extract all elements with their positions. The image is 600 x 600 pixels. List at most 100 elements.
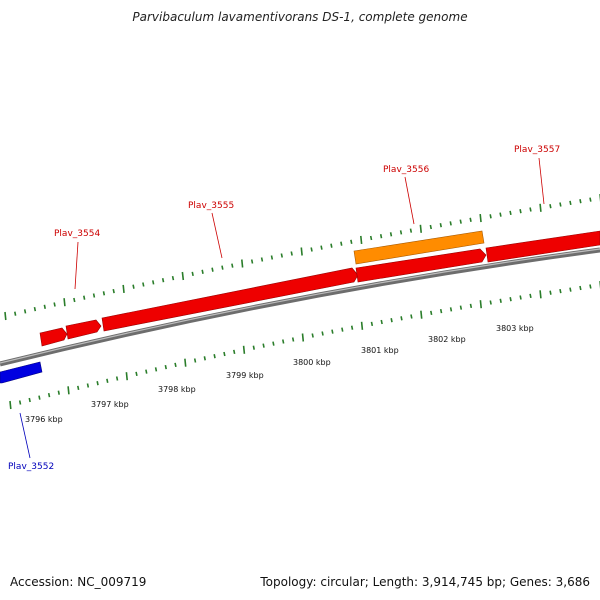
gene-plav-3556[interactable] [353, 230, 485, 265]
gene-labels: Plav_3552 Plav_3554 Plav_3555 Plav_3556 … [8, 145, 560, 472]
inner-tick-ring [9, 281, 600, 410]
accession-text: Accession: NC_009719 [10, 575, 147, 589]
gene-unlabeled-2[interactable] [355, 248, 487, 283]
major-tick [67, 386, 70, 395]
minor-tick [489, 300, 492, 305]
minor-tick [38, 395, 41, 400]
gene-label-plav-3555: Plav_3555 [188, 201, 234, 211]
major-tick [360, 235, 363, 244]
minor-tick [370, 321, 374, 327]
minor-tick [250, 259, 254, 264]
minor-tick [489, 214, 492, 219]
minor-tick [439, 223, 442, 228]
minor-tick [291, 337, 295, 342]
minor-tick [262, 343, 265, 348]
minor-tick [164, 364, 167, 370]
major-tick [122, 284, 125, 293]
gene-label-plav-3556: Plav_3556 [383, 165, 429, 175]
gene-plav-3554[interactable] [65, 319, 102, 340]
minor-tick [399, 230, 403, 235]
major-tick [420, 310, 423, 319]
minor-tick [86, 383, 90, 388]
minor-tick [161, 278, 165, 283]
minor-tick [270, 255, 274, 260]
minor-tick [142, 282, 145, 287]
minor-tick [92, 293, 96, 298]
minor-tick [499, 212, 502, 217]
genome-title: Parvibaculum lavamentivorans DS-1, compl… [132, 10, 468, 24]
minor-tick [191, 271, 194, 277]
major-tick [300, 247, 303, 256]
gene-plav-3552[interactable] [0, 361, 43, 384]
minor-tick [589, 197, 592, 202]
major-tick [539, 203, 542, 212]
minor-tick [579, 285, 582, 291]
tick-label: 3802 kbp [428, 335, 466, 344]
minor-tick [449, 221, 452, 226]
minor-tick [569, 287, 572, 292]
minor-tick [549, 290, 552, 295]
minor-tick [43, 304, 46, 309]
minor-tick [112, 288, 115, 294]
genome-backbone-highlight [0, 248, 600, 364]
minor-tick [459, 305, 463, 310]
minor-tick [331, 329, 334, 334]
minor-tick [389, 232, 393, 237]
major-tick [4, 311, 7, 321]
gene-unlabeled-1[interactable] [39, 327, 68, 347]
tick-label: 3801 kbp [361, 346, 399, 355]
minor-tick [310, 247, 313, 252]
major-tick [63, 298, 66, 307]
minor-tick [18, 400, 22, 405]
gene-features [0, 230, 600, 384]
minor-tick [28, 397, 31, 403]
minor-tick [430, 310, 433, 316]
minor-tick [341, 327, 344, 332]
label-leader [211, 212, 223, 259]
minor-tick [459, 219, 462, 224]
tick-label: 3799 kbp [226, 371, 264, 380]
minor-tick [73, 297, 76, 303]
major-tick [242, 345, 246, 354]
minor-tick [559, 202, 562, 207]
genome-summary-text: Topology: circular; Length: 3,914,745 bp… [260, 575, 590, 589]
minor-tick [83, 295, 86, 300]
label-leader [19, 412, 31, 459]
minor-tick [410, 314, 413, 319]
minor-tick [390, 318, 393, 323]
tick-label: 3796 kbp [25, 415, 63, 424]
minor-tick [330, 243, 333, 248]
minor-tick [33, 306, 37, 312]
major-tick [125, 372, 128, 381]
minor-tick [154, 367, 158, 372]
minor-tick [290, 251, 293, 256]
minor-tick [589, 284, 592, 289]
outer-tick-ring [4, 194, 600, 321]
minor-tick [340, 241, 343, 246]
major-tick [539, 290, 542, 299]
minor-tick [53, 302, 56, 307]
minor-tick [14, 311, 17, 316]
gene-label-plav-3552: Plav_3552 [8, 462, 54, 472]
gene-plav-3555[interactable] [101, 267, 359, 332]
minor-tick [311, 333, 314, 338]
minor-tick [115, 376, 119, 381]
minor-tick [559, 288, 562, 294]
minor-tick [77, 385, 80, 391]
minor-tick [233, 349, 236, 355]
minor-tick [213, 354, 216, 359]
minor-tick [211, 267, 214, 272]
minor-tick [23, 309, 27, 314]
gene-plav-3557[interactable] [485, 230, 600, 263]
minor-tick [145, 369, 148, 374]
major-tick [184, 358, 187, 367]
tick-label: 3797 kbp [91, 400, 129, 409]
major-tick [301, 333, 305, 342]
minor-tick [499, 298, 502, 303]
minor-tick [171, 275, 175, 281]
major-tick [9, 400, 12, 410]
minor-tick [231, 263, 234, 268]
label-leader [404, 176, 415, 225]
minor-tick [221, 265, 224, 270]
minor-tick [280, 253, 283, 258]
